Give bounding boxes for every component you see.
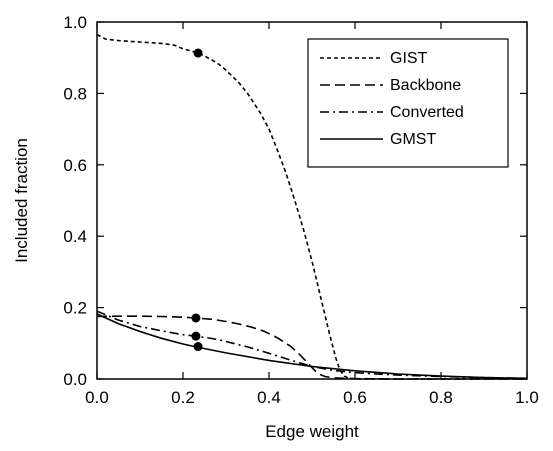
legend-box (307, 38, 509, 168)
x-tick-label: 0.2 (171, 388, 195, 407)
y-tick-label: 1.0 (63, 13, 87, 32)
tick-labels: 0.0 0.2 0.4 0.6 0.8 1.0 0.0 0.2 0.4 0.6 0.8 1.0 (63, 13, 538, 407)
legend-label-backbone: Backbone (390, 77, 461, 94)
x-axis-label: Edge weight (265, 422, 359, 441)
series-markers (191, 48, 203, 352)
y-tick-label: 0.0 (63, 370, 87, 389)
x-tick-label: 0.8 (429, 388, 453, 407)
y-tick-label: 0.2 (63, 299, 87, 318)
y-axis-label: Included fraction (12, 138, 31, 263)
series-line-gmst (96, 313, 528, 380)
y-tick-label: 0.8 (63, 84, 87, 103)
legend-label-gist: GIST (390, 50, 428, 67)
x-tick-label: 0.4 (257, 388, 281, 407)
marker-backbone (191, 313, 201, 323)
legend-label-gmst: GMST (390, 131, 436, 148)
legend: GIST Backbone Converted GMST (307, 38, 509, 168)
marker-gmst (193, 342, 203, 352)
y-tick-label: 0.6 (63, 156, 87, 175)
plot-frame (96, 21, 528, 380)
marker-gist (193, 48, 203, 58)
legend-entries: GIST Backbone Converted GMST (320, 50, 464, 148)
series-line-backbone (96, 315, 527, 380)
marker-converted (191, 331, 201, 341)
x-tick-label: 0.0 (85, 388, 109, 407)
y-tick-label: 0.4 (63, 227, 87, 246)
x-tick-label: 1.0 (515, 388, 539, 407)
axis-ticks (96, 21, 528, 380)
legend-label-converted: Converted (390, 104, 464, 121)
series-line-converted (96, 310, 528, 380)
x-tick-label: 0.6 (343, 388, 367, 407)
